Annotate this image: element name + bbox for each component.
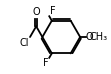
Text: CH₃: CH₃ xyxy=(90,32,108,42)
Text: F: F xyxy=(50,6,56,16)
Text: O: O xyxy=(86,32,93,42)
Text: Cl: Cl xyxy=(19,38,29,48)
Text: F: F xyxy=(43,58,49,68)
Text: O: O xyxy=(32,7,40,17)
